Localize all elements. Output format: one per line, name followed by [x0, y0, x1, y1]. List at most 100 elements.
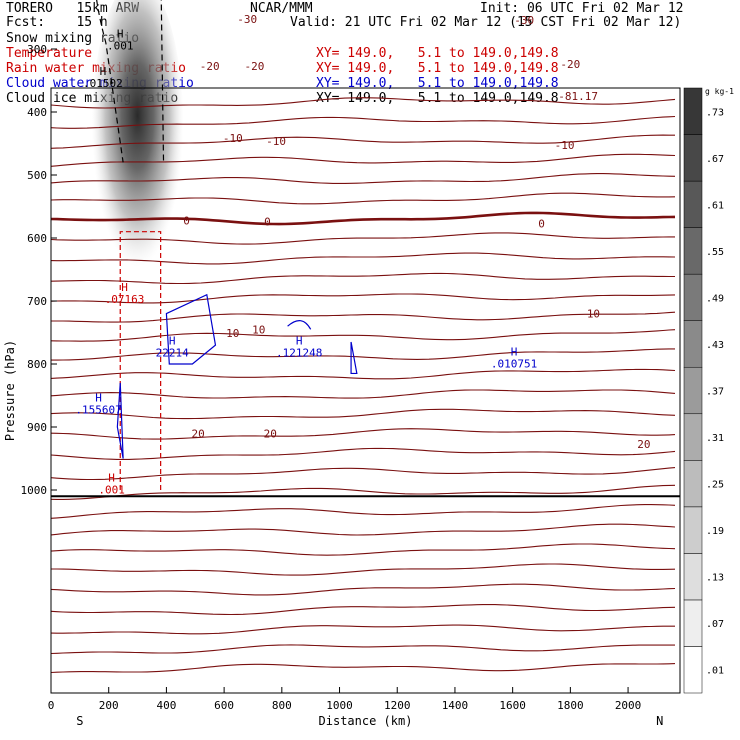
temperature-label: 10 [587, 308, 600, 321]
y-tick-label: 300 [27, 43, 47, 56]
valid-label: Valid: 21 UTC Fri 02 Mar 12 (15 CST Fri … [290, 15, 682, 30]
temperature-contour [51, 563, 676, 576]
temperature-contour [51, 348, 675, 361]
colorbar-label: .25 [706, 480, 724, 491]
colorbar-segment [683, 646, 703, 694]
maximum-value: .155607 [75, 403, 121, 416]
temperature-contour [50, 368, 676, 380]
colorbar-segment [683, 506, 703, 554]
colorbar-segment [683, 553, 703, 601]
colorbar-label: .49 [706, 293, 724, 304]
temperature-label: -30 [514, 14, 534, 27]
temperature-contour [50, 272, 675, 285]
temperature-contour [50, 134, 675, 149]
field-temperature-range: XY= 149.0, 5.1 to 149.0,149.8 [316, 46, 559, 61]
maximum-value: .010751 [491, 357, 537, 370]
temperature-label: 20 [192, 427, 205, 440]
y-axis-title: Pressure (hPa) [3, 340, 17, 441]
x-axis-title: Distance (km) [319, 714, 413, 728]
colorbar-label: .13 [706, 573, 724, 584]
temperature-contour [50, 252, 676, 265]
y-tick-label: 800 [27, 358, 47, 371]
colorbar-label: .31 [706, 433, 724, 444]
temperature-contour [50, 428, 676, 440]
colorbar-segment [683, 413, 703, 461]
cloud-water-contour [350, 341, 358, 375]
temperature-contour [50, 173, 676, 184]
y-tick-label: 700 [27, 295, 47, 308]
maximum-marker: H [169, 335, 176, 348]
y-tick-label: 1000 [21, 484, 48, 497]
temperature-contour [50, 624, 675, 635]
x-tick-label: 1400 [442, 699, 469, 712]
colorbar-segment [683, 320, 703, 368]
colorbar-label: .73 [706, 107, 724, 118]
top-value-label: -81.17 [558, 90, 598, 103]
cloud-water-contour [116, 382, 124, 459]
init-label: Init: 06 UTC Fri 02 Mar 12 [480, 1, 684, 16]
cloud-ice-contour [96, 0, 165, 163]
temperature-contour [50, 583, 676, 596]
snow-shading [91, 0, 184, 282]
center-label: NCAR/MMM [250, 1, 313, 16]
y-tick-label: 900 [27, 421, 47, 434]
maximum-marker: H [95, 391, 102, 404]
colorbar-label: .43 [706, 340, 724, 351]
colorbar-segment [683, 134, 703, 182]
x-tick-label: 600 [214, 699, 234, 712]
temperature-label: 0 [183, 214, 190, 227]
temperature-contour [50, 543, 676, 556]
colorbar-unit: g kg-1 [705, 87, 734, 96]
temperature-label: 20 [637, 438, 650, 451]
maximum-marker: H [296, 335, 303, 348]
freezing-level-line [50, 211, 676, 226]
forecast-label: Fcst: 15 h [6, 15, 108, 30]
temperature-contour [50, 644, 675, 655]
colorbar-label: .07 [706, 619, 724, 630]
temperature-label: -10 [266, 135, 286, 148]
maximum-marker: H [511, 345, 518, 358]
south-label: S [76, 714, 83, 728]
field-rain-range: XY= 149.0, 5.1 to 149.0,149.8 [316, 61, 559, 76]
temperature-label: -20 [200, 60, 220, 73]
maximum-value: .121248 [276, 347, 322, 360]
field-cloud-water-range: XY= 149.0, 5.1 to 149.0,149.8 [316, 76, 559, 91]
x-tick-label: 1800 [557, 699, 584, 712]
x-tick-label: 200 [99, 699, 119, 712]
temperature-contour [50, 97, 676, 109]
temperature-contour [50, 663, 676, 674]
rain-water-contour [119, 231, 162, 490]
maximum-value: .01502 [83, 77, 123, 90]
colorbar-label: .01 [706, 666, 724, 677]
colorbar-segment [683, 273, 703, 321]
temperature-contour [50, 447, 676, 460]
temperature-contour [50, 484, 676, 500]
maximum-value: .07163 [105, 293, 145, 306]
x-tick-label: 800 [272, 699, 292, 712]
y-tick-label: 400 [27, 106, 47, 119]
temperature-contour [50, 153, 676, 167]
temperature-contour [50, 232, 675, 245]
maximum-value: .001 [98, 483, 125, 496]
temperature-label: -10 [223, 132, 243, 145]
colorbar-segment [683, 599, 703, 647]
temperature-contour [50, 293, 676, 304]
colorbar-segment [683, 180, 703, 228]
plot-frame [50, 87, 681, 694]
temperature-contour [50, 604, 676, 616]
colorbar-label: .67 [706, 154, 724, 165]
maximum-marker: H [100, 65, 107, 78]
colorbar-segment [683, 87, 703, 135]
maximum-value: .001 [107, 40, 134, 53]
temperature-label: 10 [226, 327, 239, 340]
colorbar-label: .61 [706, 200, 724, 211]
temperature-label: 20 [264, 427, 277, 440]
temperature-contour [50, 523, 676, 536]
maximum-value: 22214 [156, 347, 189, 360]
temperature-contour [50, 504, 676, 519]
north-label: N [656, 714, 663, 728]
colorbar-label: .19 [706, 526, 724, 537]
x-tick-label: 0 [48, 699, 55, 712]
x-tick-label: 1600 [499, 699, 526, 712]
